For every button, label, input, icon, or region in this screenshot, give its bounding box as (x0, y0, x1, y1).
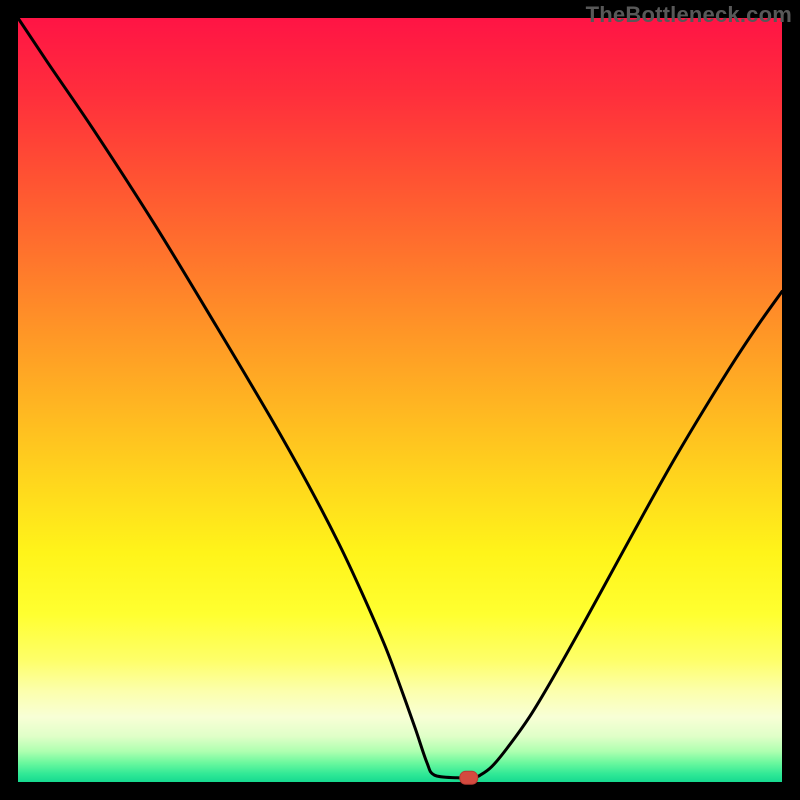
watermark-text: TheBottleneck.com (586, 2, 792, 28)
plot-gradient-background (18, 18, 782, 782)
optimal-point-marker (460, 771, 478, 784)
chart-container: TheBottleneck.com (0, 0, 800, 800)
bottleneck-curve-chart (0, 0, 800, 800)
